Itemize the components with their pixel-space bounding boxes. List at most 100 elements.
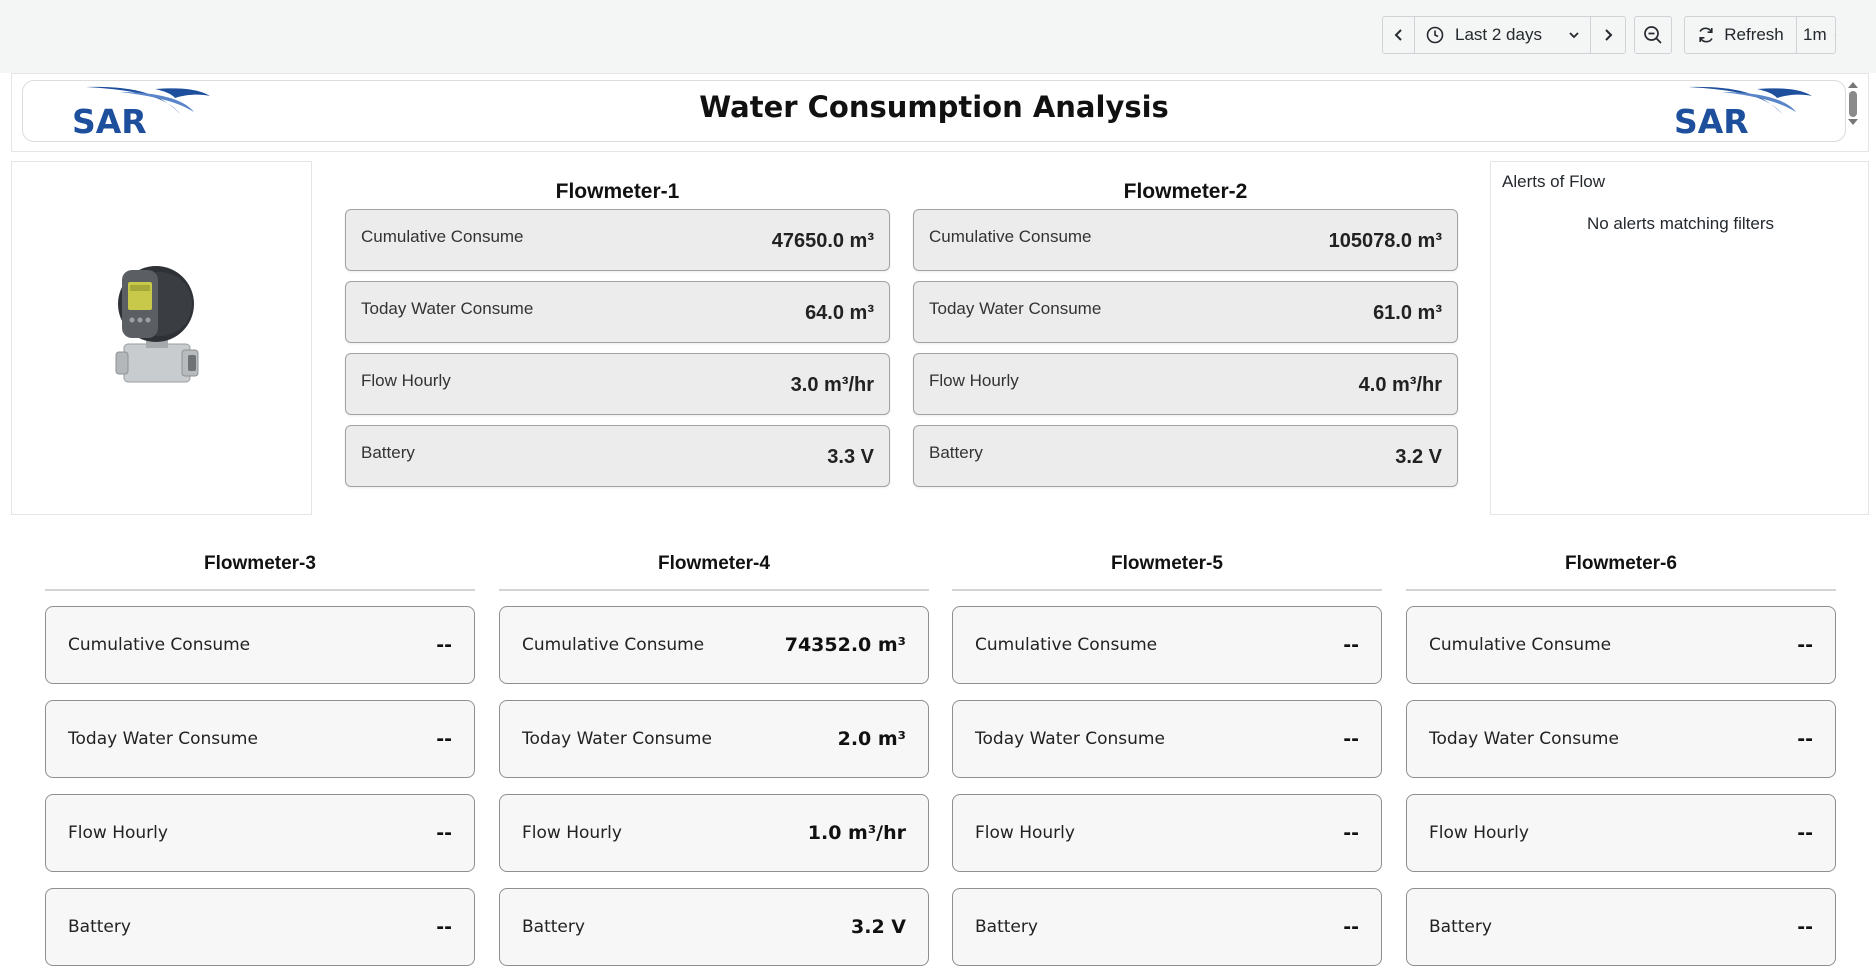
metric-value: --	[1797, 916, 1813, 938]
chevron-left-icon	[1394, 29, 1402, 41]
header-scrollbar[interactable]	[1846, 82, 1860, 140]
flowmeter-title: Flowmeter-1	[555, 180, 680, 203]
flowmeter-4-panel: Flowmeter-4 Cumulative Consume 74352.0 m…	[499, 546, 929, 966]
flowmeter-image-panel	[11, 161, 312, 515]
metric-label: Cumulative Consume	[975, 635, 1158, 655]
metric-value: 47650.0 m³	[771, 230, 874, 252]
metric-card-cumulative: Cumulative Consume --	[45, 606, 475, 684]
flowmeter-6-panel: Flowmeter-6 Cumulative Consume -- Today …	[1406, 546, 1836, 966]
metric-label: Flow Hourly	[929, 371, 1019, 390]
metric-value: --	[1343, 822, 1359, 844]
refresh-interval-label: 1m	[1803, 25, 1827, 44]
metric-label: Battery	[522, 917, 585, 937]
metric-card-flow-hourly: Flow Hourly --	[1406, 794, 1836, 872]
metric-card-flow-hourly: Flow Hourly --	[45, 794, 475, 872]
scroll-thumb[interactable]	[1849, 91, 1857, 117]
flowmeter-device-image	[115, 266, 199, 383]
metric-value: 3.3 V	[827, 446, 874, 468]
metric-label: Cumulative Consume	[361, 227, 524, 246]
metric-label: Flow Hourly	[361, 371, 451, 390]
metric-value: --	[1343, 728, 1359, 750]
metric-label: Today Water Consume	[361, 299, 534, 318]
metric-label: Battery	[975, 917, 1038, 937]
metric-value: --	[1343, 634, 1359, 656]
metric-card-flow-hourly: Flow Hourly 4.0 m³/hr	[913, 353, 1458, 415]
metric-card-today: Today Water Consume --	[45, 700, 475, 778]
metric-value: --	[1797, 822, 1813, 844]
flowmeter-3-panel: Flowmeter-3 Cumulative Consume -- Today …	[45, 546, 475, 966]
refresh-icon	[1699, 27, 1713, 43]
chevron-down-icon	[1569, 32, 1579, 39]
metric-value: 1.0 m³/hr	[807, 822, 906, 844]
flowmeter-1-panel: Flowmeter-1 Cumulative Consume 47650.0 m…	[345, 161, 890, 487]
metric-value: 61.0 m³	[1373, 302, 1442, 324]
dashboard-canvas: SAR Water Consumption Analysis SAR	[0, 73, 1876, 979]
flowmeter-title: Flowmeter-5	[952, 546, 1382, 591]
metric-label: Today Water Consume	[68, 729, 258, 749]
metric-card-cumulative: Cumulative Consume --	[1406, 606, 1836, 684]
alerts-empty-message: No alerts matching filters	[1586, 214, 1775, 233]
metric-label: Battery	[68, 917, 131, 937]
clock-icon	[1426, 26, 1444, 44]
metric-value: --	[436, 634, 452, 656]
scroll-down-arrow-icon[interactable]	[1848, 119, 1858, 125]
metric-label: Cumulative Consume	[68, 635, 251, 655]
flowmeter-title: Flowmeter-6	[1406, 546, 1836, 591]
sar-logo-left: SAR	[72, 86, 210, 140]
zoom-out-button[interactable]	[1635, 17, 1671, 53]
metric-label: Today Water Consume	[522, 729, 712, 749]
time-range-back-button[interactable]	[1383, 17, 1415, 53]
flowmeter-title: Flowmeter-4	[499, 546, 929, 591]
metric-card-cumulative: Cumulative Consume 74352.0 m³	[499, 606, 929, 684]
metric-card-today: Today Water Consume --	[952, 700, 1382, 778]
metric-value: --	[436, 822, 452, 844]
metric-label: Today Water Consume	[975, 729, 1165, 749]
metric-value: --	[1797, 634, 1813, 656]
metric-value: --	[1343, 916, 1359, 938]
logo-text-right: SAR	[1674, 102, 1749, 140]
metric-value: 4.0 m³/hr	[1358, 374, 1442, 396]
metric-value: 3.2 V	[1395, 446, 1442, 468]
metric-label: Flow Hourly	[1429, 823, 1529, 843]
refresh-picker: Refresh 1m	[1684, 16, 1836, 54]
metric-value: 105078.0 m³	[1328, 230, 1442, 252]
time-range-dropdown[interactable]: Last 2 days	[1415, 17, 1591, 53]
scroll-up-arrow-icon[interactable]	[1848, 82, 1858, 88]
metric-value: 2.0 m³	[837, 728, 906, 750]
alerts-title: Alerts of Flow	[1502, 172, 1605, 191]
metric-card-battery: Battery 3.2 V	[499, 888, 929, 966]
metric-value: 64.0 m³	[805, 302, 874, 324]
metric-label: Battery	[1429, 917, 1492, 937]
flowmeter-title: Flowmeter-2	[1123, 180, 1248, 203]
metric-value: --	[1797, 728, 1813, 750]
metric-card-battery: Battery --	[952, 888, 1382, 966]
metric-card-today: Today Water Consume --	[1406, 700, 1836, 778]
metric-value: 3.0 m³/hr	[790, 374, 874, 396]
metric-label: Today Water Consume	[929, 299, 1102, 318]
metric-label: Cumulative Consume	[929, 227, 1092, 246]
metric-card-battery: Battery 3.3 V	[345, 425, 890, 487]
zoom-out-group	[1634, 16, 1672, 54]
refresh-button[interactable]: Refresh	[1685, 17, 1797, 53]
metric-label: Flow Hourly	[975, 823, 1075, 843]
flowmeter-title: Flowmeter-3	[45, 546, 475, 591]
logo-text-left: SAR	[72, 102, 147, 140]
metric-card-cumulative: Cumulative Consume --	[952, 606, 1382, 684]
time-range-forward-button[interactable]	[1591, 17, 1625, 53]
chevron-down-icon	[1833, 34, 1835, 36]
metric-label: Flow Hourly	[68, 823, 168, 843]
time-range-picker: Last 2 days	[1382, 16, 1626, 54]
metric-card-today: Today Water Consume 61.0 m³	[913, 281, 1458, 343]
refresh-interval-dropdown[interactable]: 1m	[1797, 17, 1835, 53]
metric-value: --	[436, 916, 452, 938]
metric-card-cumulative: Cumulative Consume 105078.0 m³	[913, 209, 1458, 271]
metric-card-today: Today Water Consume 64.0 m³	[345, 281, 890, 343]
metric-label: Battery	[361, 443, 415, 462]
sar-logo-right: SAR	[1674, 86, 1812, 140]
metric-card-today: Today Water Consume 2.0 m³	[499, 700, 929, 778]
flowmeter-2-panel: Flowmeter-2 Cumulative Consume 105078.0 …	[913, 161, 1458, 487]
metric-card-battery: Battery --	[1406, 888, 1836, 966]
chevron-right-icon	[1605, 29, 1613, 41]
metric-label: Cumulative Consume	[1429, 635, 1612, 655]
metric-card-battery: Battery 3.2 V	[913, 425, 1458, 487]
